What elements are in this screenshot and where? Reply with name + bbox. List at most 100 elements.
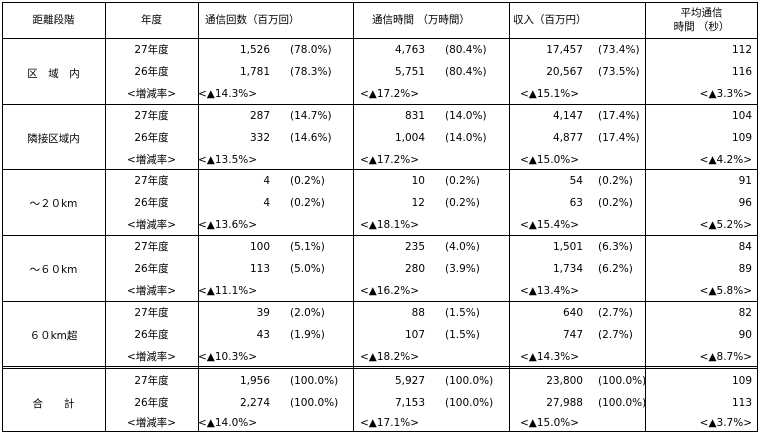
header-avg-line2: 時間 （秒）: [673, 21, 730, 33]
revenue-share-cell: (2.7%): [598, 307, 633, 319]
calls-cell: 4: [263, 197, 270, 209]
revenue-share-cell: (17.4%): [598, 132, 640, 144]
calls-rate: <▲13.5%>: [198, 154, 258, 166]
time-share-cell: (0.2%): [445, 197, 480, 209]
time-share-cell: (100.0%): [445, 397, 494, 409]
revenue-cell: 1,734: [552, 263, 583, 275]
time-rate: <▲18.2%>: [360, 351, 420, 363]
calls-share-cell: (14.7%): [290, 110, 332, 122]
time-share-cell: (14.0%): [445, 110, 487, 122]
group-rule: [2, 235, 758, 236]
revenue-cell: 54: [569, 175, 583, 187]
calls-share-cell: (78.3%): [290, 66, 332, 78]
year-cell: 26年度: [134, 66, 169, 78]
header-time: 通信時間 （万時間）: [372, 14, 470, 26]
group-rule: [2, 301, 758, 302]
total-double-rule: [2, 366, 758, 369]
time-share-cell: (100.0%): [445, 375, 494, 387]
calls-share-cell: (100.0%): [290, 397, 339, 409]
table-border-top: [2, 2, 758, 3]
calls-rate: <▲14.3%>: [198, 88, 258, 100]
time-rate: <▲17.1%>: [360, 417, 420, 429]
header-avg-time: 平均通信 時間 （秒）: [645, 6, 758, 34]
revenue-cell: 1,501: [552, 241, 583, 253]
year-cell: 26年度: [134, 132, 169, 144]
group-label: 隣接区域内: [27, 133, 80, 145]
calls-share-cell: (100.0%): [290, 375, 339, 387]
avg-time-rate: <▲8.7%>: [699, 351, 752, 363]
calls-cell: 287: [249, 110, 270, 122]
revenue-rate: <▲15.4%>: [520, 219, 580, 231]
time-share-cell: (3.9%): [445, 263, 480, 275]
header-rule: [2, 38, 758, 39]
group-rule: [2, 104, 758, 105]
header-revenue: 収入（百万円）: [513, 14, 587, 26]
time-rate: <▲17.2%>: [360, 154, 420, 166]
time-cell: 5,751: [394, 66, 425, 78]
header-distance: 距離段階: [32, 14, 75, 26]
table-border-left: [2, 2, 3, 432]
calls-share-cell: (0.2%): [290, 197, 325, 209]
time-cell: 7,153: [394, 397, 425, 409]
revenue-rate: <▲15.1%>: [520, 88, 580, 100]
revenue-share-cell: (6.2%): [598, 263, 633, 275]
header-avg-line1: 平均通信: [680, 7, 723, 19]
column-rule: [198, 2, 199, 432]
avg-time-cell: 91: [738, 175, 752, 187]
year-cell: 27年度: [134, 241, 169, 253]
calls-rate: <▲13.6%>: [198, 219, 258, 231]
revenue-rate: <▲15.0%>: [520, 417, 580, 429]
group-label: 合 計: [32, 398, 75, 410]
revenue-share-cell: (2.7%): [598, 329, 633, 341]
rate-label: <増減率>: [126, 417, 177, 429]
time-cell: 235: [404, 241, 425, 253]
column-rule: [509, 2, 510, 432]
revenue-cell: 63: [569, 197, 583, 209]
revenue-cell: 23,800: [546, 375, 583, 387]
table-border-bottom: [2, 431, 758, 432]
avg-time-cell: 112: [731, 44, 752, 56]
calls-share-cell: (0.2%): [290, 175, 325, 187]
header-year: 年度: [141, 14, 162, 26]
time-cell: 12: [411, 197, 425, 209]
revenue-rate: <▲13.4%>: [520, 285, 580, 297]
avg-time-rate: <▲3.7%>: [699, 417, 752, 429]
revenue-share-cell: (0.2%): [598, 197, 633, 209]
revenue-share-cell: (17.4%): [598, 110, 640, 122]
revenue-share-cell: (0.2%): [598, 175, 633, 187]
table-border-right: [757, 2, 758, 432]
avg-time-cell: 90: [738, 329, 752, 341]
group-label: 区 域 内: [27, 68, 80, 80]
time-share-cell: (1.5%): [445, 307, 480, 319]
revenue-cell: 640: [562, 307, 583, 319]
year-cell: 26年度: [134, 397, 169, 409]
group-label: ～２０km: [29, 198, 78, 210]
avg-time-cell: 96: [738, 197, 752, 209]
calls-cell: 113: [249, 263, 270, 275]
calls-cell: 43: [256, 329, 270, 341]
time-rate: <▲16.2%>: [360, 285, 420, 297]
revenue-share-cell: (6.3%): [598, 241, 633, 253]
calls-cell: 39: [256, 307, 270, 319]
avg-time-cell: 89: [738, 263, 752, 275]
calls-cell: 100: [249, 241, 270, 253]
time-rate: <▲17.2%>: [360, 88, 420, 100]
year-cell: 27年度: [134, 175, 169, 187]
avg-time-cell: 109: [731, 375, 752, 387]
column-rule: [645, 2, 646, 432]
calls-cell: 1,781: [239, 66, 270, 78]
time-cell: 5,927: [394, 375, 425, 387]
column-rule: [105, 2, 106, 432]
calls-share-cell: (1.9%): [290, 329, 325, 341]
rate-label: <増減率>: [126, 285, 177, 297]
time-cell: 88: [411, 307, 425, 319]
revenue-share-cell: (73.5%): [598, 66, 640, 78]
avg-time-rate: <▲5.2%>: [699, 219, 752, 231]
revenue-rate: <▲14.3%>: [520, 351, 580, 363]
column-rule: [353, 2, 354, 432]
revenue-cell: 27,988: [546, 397, 583, 409]
calls-cell: 1,956: [239, 375, 270, 387]
avg-time-rate: <▲3.3%>: [699, 88, 752, 100]
time-share-cell: (14.0%): [445, 132, 487, 144]
revenue-rate: <▲15.0%>: [520, 154, 580, 166]
